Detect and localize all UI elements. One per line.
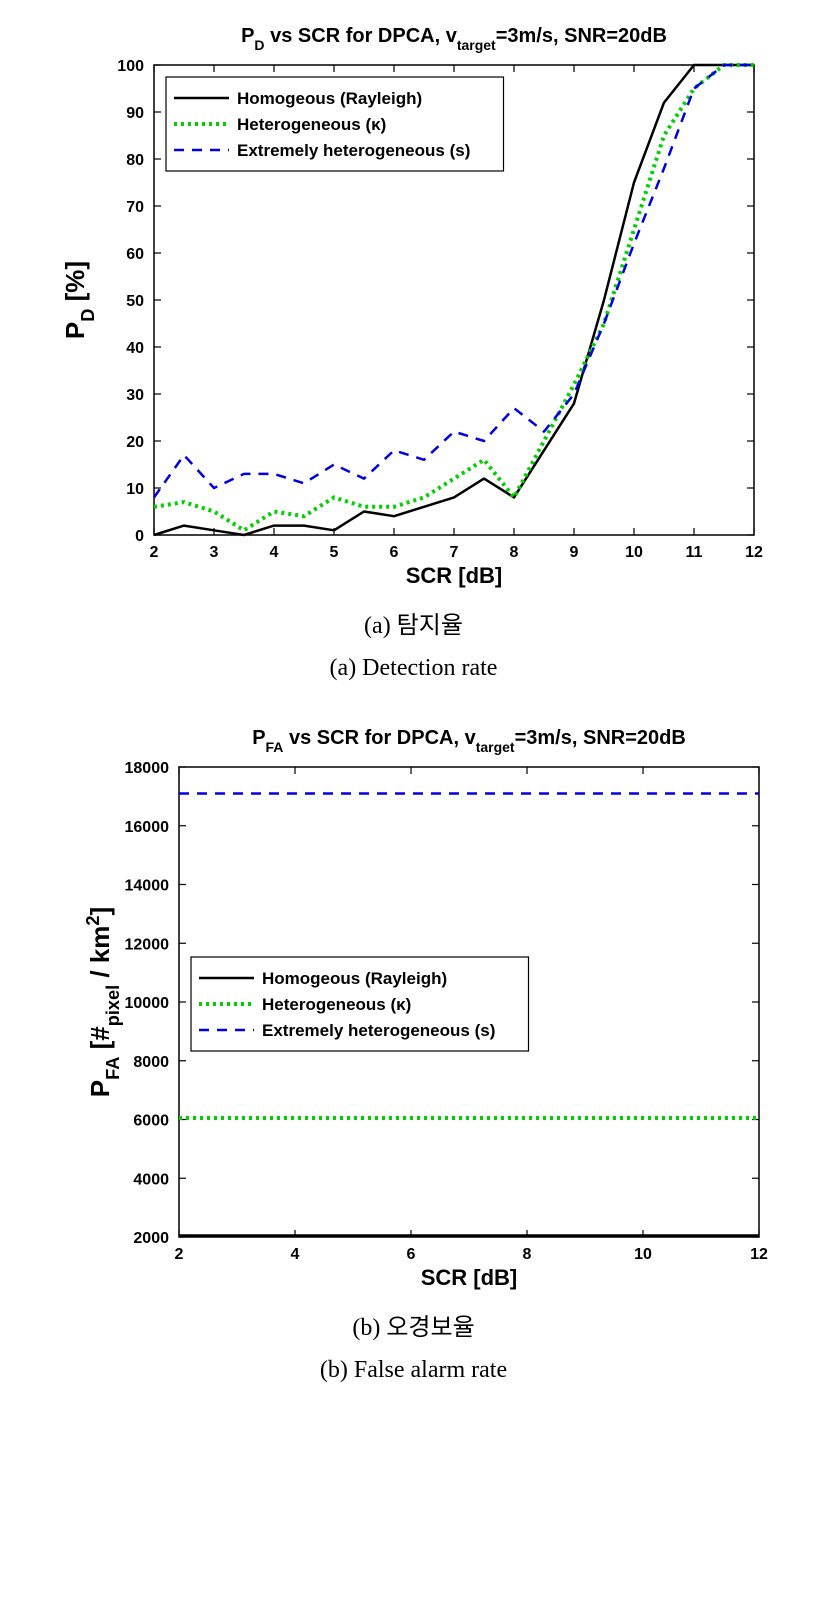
svg-text:6: 6 (389, 544, 398, 561)
chart-a-caption-en: (a) Detection rate (20, 655, 807, 682)
chart-b-caption-ko: (b) 오경보율 (20, 1307, 807, 1342)
svg-text:PD vs SCR for DPCA, vtarget=3m: PD vs SCR for DPCA, vtarget=3m/s, SNR=20… (241, 25, 667, 53)
svg-text:50: 50 (126, 293, 144, 310)
svg-text:10: 10 (634, 1246, 652, 1263)
svg-text:8: 8 (509, 544, 518, 561)
chart-a-caption-ko: (a) 탐지율 (20, 605, 807, 640)
svg-text:8000: 8000 (133, 1054, 169, 1071)
svg-text:12000: 12000 (124, 936, 169, 953)
svg-text:10: 10 (625, 544, 643, 561)
svg-text:PD [%]: PD [%] (60, 261, 98, 339)
svg-text:Homogeous (Rayleigh): Homogeous (Rayleigh) (262, 969, 447, 988)
svg-text:Extremely heterogeneous (s): Extremely heterogeneous (s) (237, 141, 470, 160)
svg-text:2: 2 (149, 544, 158, 561)
svg-text:PFA vs SCR for DPCA, vtarget=3: PFA vs SCR for DPCA, vtarget=3m/s, SNR=2… (252, 727, 686, 755)
chart-b-svg: PFA vs SCR for DPCA, vtarget=3m/s, SNR=2… (39, 722, 789, 1292)
svg-text:PFA [#pixel / km2]: PFA [#pixel / km2] (83, 907, 123, 1097)
svg-text:12: 12 (745, 544, 763, 561)
chart-b-container: PFA vs SCR for DPCA, vtarget=3m/s, SNR=2… (20, 722, 807, 1384)
svg-text:Heterogeneous (κ): Heterogeneous (κ) (237, 115, 386, 134)
chart-a-svg: PD vs SCR for DPCA, vtarget=3m/s, SNR=20… (44, 20, 784, 590)
svg-text:0: 0 (135, 528, 144, 545)
svg-text:30: 30 (126, 387, 144, 404)
svg-text:80: 80 (126, 152, 144, 169)
svg-text:10000: 10000 (124, 995, 169, 1012)
svg-text:SCR [dB]: SCR [dB] (405, 563, 502, 588)
svg-text:4: 4 (290, 1246, 299, 1263)
chart-b-caption-en: (b) False alarm rate (20, 1357, 807, 1384)
svg-text:40: 40 (126, 340, 144, 357)
svg-text:4: 4 (269, 544, 278, 561)
svg-text:11: 11 (685, 544, 702, 561)
svg-text:12: 12 (750, 1246, 768, 1263)
svg-text:70: 70 (126, 199, 144, 216)
svg-text:14000: 14000 (124, 878, 169, 895)
svg-text:8: 8 (522, 1246, 531, 1263)
svg-text:2: 2 (174, 1246, 183, 1263)
svg-text:5: 5 (329, 544, 338, 561)
svg-text:2000: 2000 (133, 1230, 169, 1247)
svg-text:10: 10 (126, 481, 144, 498)
svg-text:18000: 18000 (124, 760, 169, 777)
svg-text:Heterogeneous (κ): Heterogeneous (κ) (262, 995, 411, 1014)
svg-text:Extremely heterogeneous (s): Extremely heterogeneous (s) (262, 1021, 495, 1040)
svg-text:100: 100 (117, 58, 144, 75)
svg-text:4000: 4000 (133, 1171, 169, 1188)
svg-text:Homogeous (Rayleigh): Homogeous (Rayleigh) (237, 89, 422, 108)
svg-text:6000: 6000 (133, 1113, 169, 1130)
svg-text:7: 7 (449, 544, 458, 561)
svg-text:60: 60 (126, 246, 144, 263)
svg-text:6: 6 (406, 1246, 415, 1263)
svg-text:9: 9 (569, 544, 578, 561)
svg-text:90: 90 (126, 105, 144, 122)
svg-text:16000: 16000 (124, 819, 169, 836)
svg-text:3: 3 (209, 544, 218, 561)
chart-a-container: PD vs SCR for DPCA, vtarget=3m/s, SNR=20… (20, 20, 807, 682)
svg-text:SCR [dB]: SCR [dB] (420, 1265, 517, 1290)
svg-text:20: 20 (126, 434, 144, 451)
